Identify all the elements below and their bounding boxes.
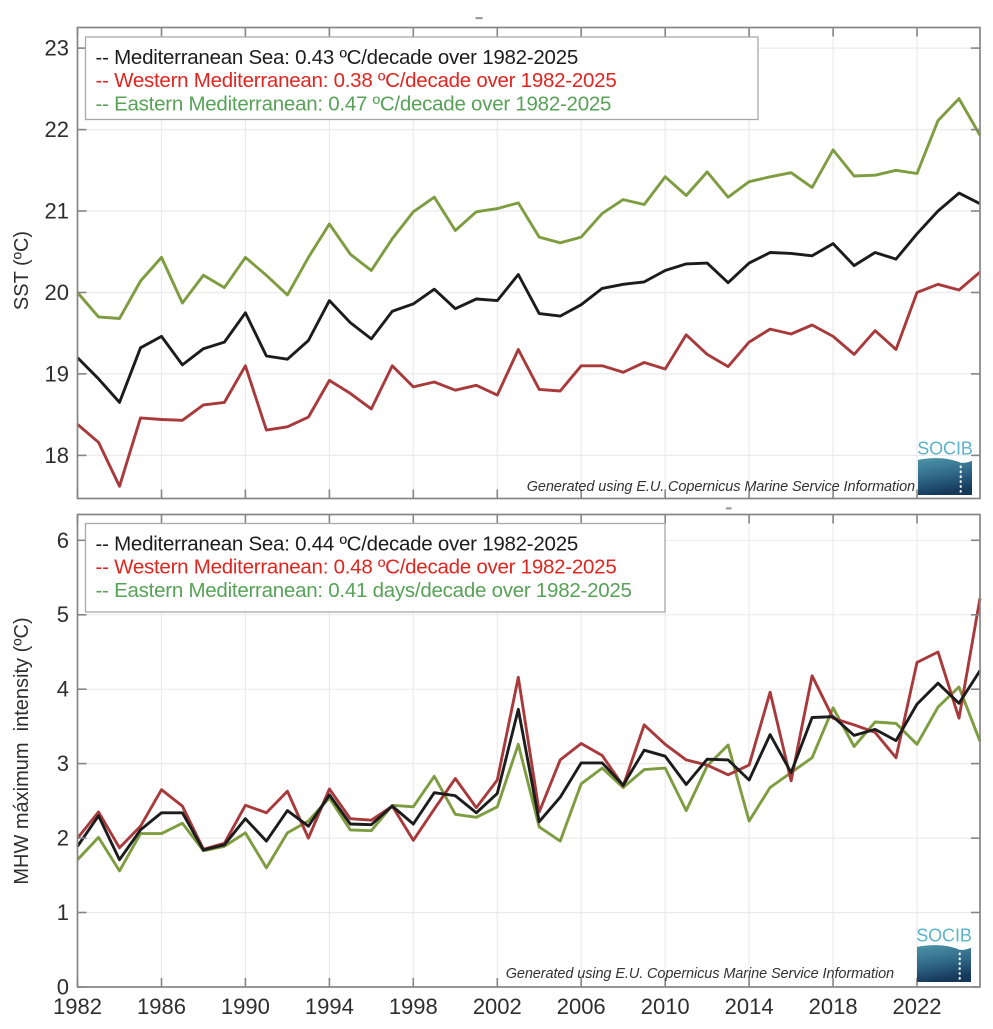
svg-text:Generated using E.U. Copernicu: Generated using E.U. Copernicus Marine S… bbox=[506, 966, 894, 982]
svg-text:20: 20 bbox=[45, 280, 69, 305]
svg-text:SOCIB: SOCIB bbox=[916, 925, 972, 945]
svg-text:2: 2 bbox=[57, 826, 69, 851]
svg-text:1998: 1998 bbox=[389, 994, 438, 1019]
svg-text:18: 18 bbox=[45, 443, 69, 468]
svg-text:2002: 2002 bbox=[473, 994, 522, 1019]
svg-text:6: 6 bbox=[57, 528, 69, 553]
svg-text:SOCIB: SOCIB bbox=[917, 438, 973, 458]
svg-text:1990: 1990 bbox=[221, 994, 270, 1019]
svg-text:-- Eastern Mediterranean: 0.47: -- Eastern Mediterranean: 0.47 ºC/decade… bbox=[96, 92, 612, 115]
svg-text:1982: 1982 bbox=[53, 994, 102, 1019]
svg-text:2022: 2022 bbox=[893, 994, 942, 1019]
svg-text:2010: 2010 bbox=[641, 994, 690, 1019]
svg-text:-- Mediterranean Sea: 0.44 ºC/: -- Mediterranean Sea: 0.44 ºC/decade ove… bbox=[96, 532, 579, 555]
svg-text:5: 5 bbox=[57, 602, 69, 627]
svg-text:MHW máximum intensity (ºC): MHW máximum intensity (ºC) bbox=[11, 617, 33, 884]
svg-text:-- Eastern Mediterranean: 0.41: -- Eastern Mediterranean: 0.41 days/deca… bbox=[96, 579, 632, 602]
svg-text:-- Western Mediterranean: 0.38: -- Western Mediterranean: 0.38 ºC/decade… bbox=[96, 69, 617, 92]
svg-text:2014: 2014 bbox=[725, 994, 774, 1019]
svg-text:2018: 2018 bbox=[809, 994, 858, 1019]
svg-text:23: 23 bbox=[45, 36, 69, 61]
svg-text:22: 22 bbox=[45, 117, 69, 142]
svg-text:2006: 2006 bbox=[557, 994, 606, 1019]
svg-text:Generated using E.U. Copernicu: Generated using E.U. Copernicus Marine S… bbox=[527, 479, 915, 495]
svg-text:4: 4 bbox=[57, 677, 69, 702]
svg-text:0: 0 bbox=[57, 975, 69, 1000]
svg-text:SST (ºC): SST (ºC) bbox=[11, 231, 33, 310]
svg-text:19: 19 bbox=[45, 361, 69, 386]
svg-text:-- Western Mediterranean: 0.48: -- Western Mediterranean: 0.48 ºC/decade… bbox=[96, 556, 617, 579]
svg-text:1: 1 bbox=[57, 900, 69, 925]
svg-text:3: 3 bbox=[57, 751, 69, 776]
svg-text:21: 21 bbox=[45, 199, 69, 224]
svg-text:1994: 1994 bbox=[305, 994, 354, 1019]
svg-text:1986: 1986 bbox=[137, 994, 186, 1019]
svg-text:-- Mediterranean Sea: 0.43 ºC/: -- Mediterranean Sea: 0.43 ºC/decade ove… bbox=[96, 46, 579, 69]
